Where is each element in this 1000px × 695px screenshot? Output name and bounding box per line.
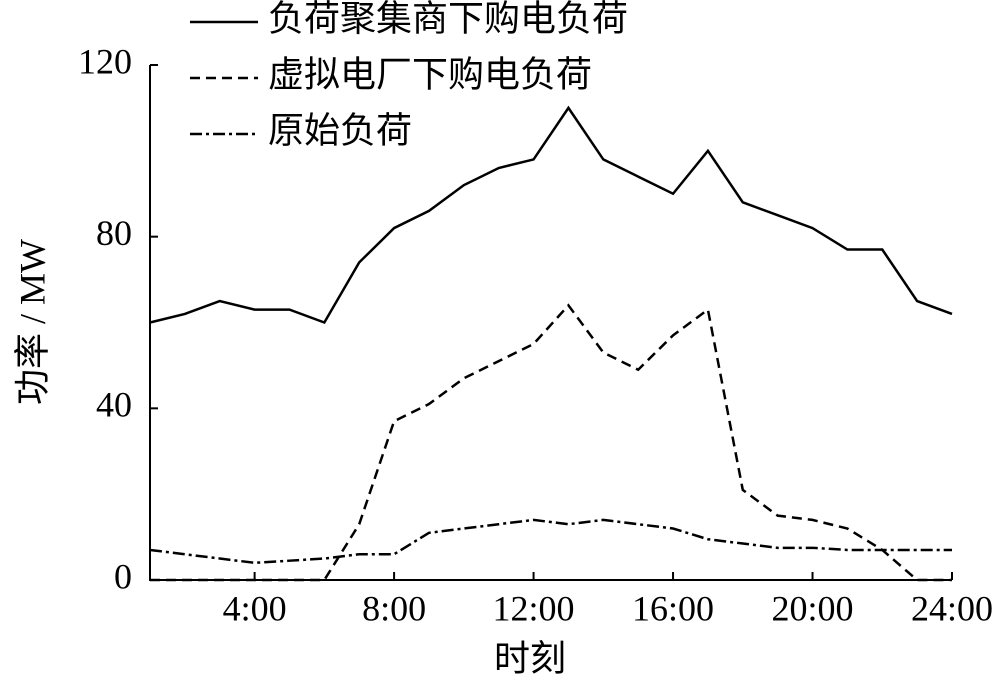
legend-label: 原始负荷	[268, 110, 412, 150]
x-tick-label: 12:00	[493, 588, 575, 628]
legend-label: 负荷聚集商下购电负荷	[268, 0, 628, 38]
x-axis-label: 时刻	[494, 638, 566, 678]
x-tick-label: 8:00	[362, 588, 426, 628]
y-tick-label: 80	[96, 213, 132, 253]
x-tick-label: 20:00	[772, 588, 854, 628]
y-tick-label: 0	[114, 556, 132, 596]
x-tick-label: 4:00	[223, 588, 287, 628]
y-tick-label: 40	[96, 385, 132, 425]
series-line	[149, 105, 953, 325]
y-tick-label: 120	[78, 41, 132, 81]
series-line	[149, 518, 952, 565]
x-tick-label: 16:00	[632, 588, 714, 628]
x-tick-label: 24:00	[911, 588, 993, 628]
y-axis-label: 功率 / MW	[12, 239, 52, 405]
series-line	[150, 303, 952, 582]
legend-label: 虚拟电厂下购电负荷	[268, 54, 592, 94]
